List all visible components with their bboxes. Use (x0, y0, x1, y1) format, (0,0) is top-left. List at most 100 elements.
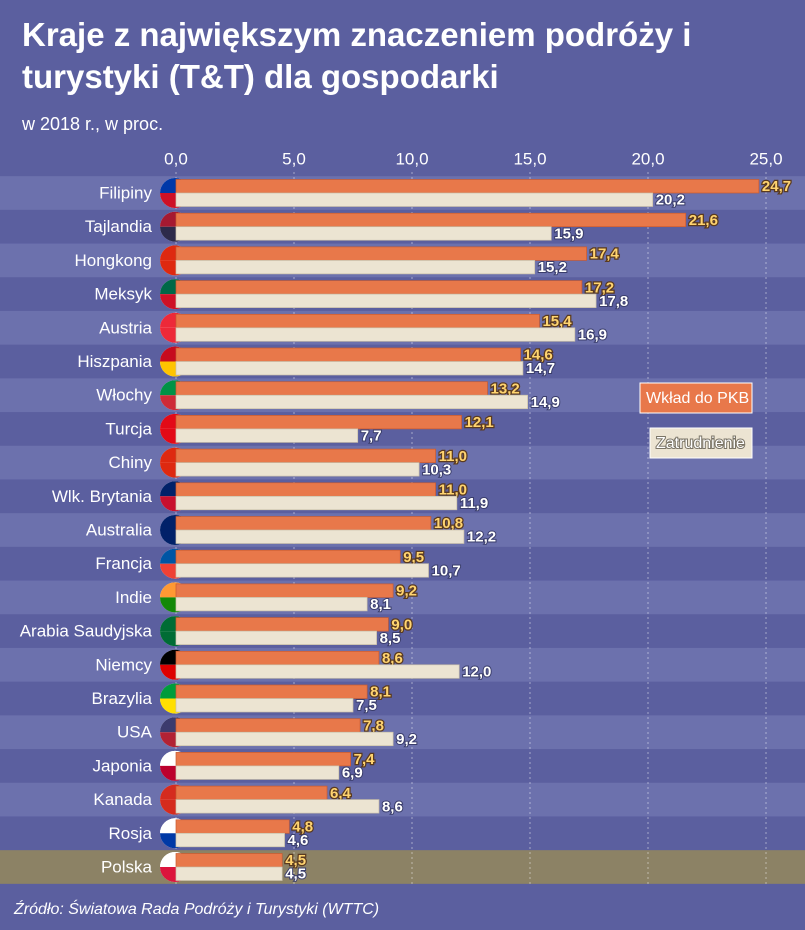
value-label: 15,4 (542, 313, 572, 330)
category-label: Tajlandia (85, 217, 153, 236)
value-label: 20,2 (656, 192, 685, 209)
legend-label: Zatrudnienie (656, 435, 745, 452)
bar (175, 799, 380, 814)
bar (175, 381, 488, 396)
value-label: 7,8 (363, 717, 384, 734)
legend-swatch (639, 382, 753, 414)
x-tick-label: 10,0 (395, 149, 428, 168)
value-label: 17,2 (585, 279, 614, 296)
bar (175, 516, 432, 531)
category-label: Meksyk (94, 285, 152, 304)
category-label: Arabia Saudyjska (20, 622, 153, 641)
bar (175, 563, 429, 578)
subtitle: w 2018 r., w proc. (21, 114, 163, 134)
value-label: 12,1 (465, 414, 494, 431)
bar (175, 394, 528, 410)
value-label: 10,3 (422, 461, 451, 478)
legend-swatch (649, 427, 753, 459)
bar (175, 785, 328, 800)
bar (175, 630, 377, 645)
value-label: 10,7 (432, 562, 461, 579)
value-label: 8,1 (370, 596, 391, 613)
value-label: 14,9 (531, 394, 560, 411)
x-tick-label: 20,0 (631, 149, 664, 168)
value-label: 8,6 (382, 798, 403, 815)
bar (175, 853, 283, 868)
bar (175, 597, 368, 612)
value-label: 15,2 (538, 259, 567, 276)
value-label: 8,1 (370, 684, 391, 701)
bar (175, 650, 380, 666)
value-label: 6,4 (330, 785, 352, 802)
value-label: 24,7 (762, 178, 791, 195)
row-band (0, 850, 805, 884)
value-label: 4,5 (285, 866, 306, 883)
value-label: 7,5 (356, 697, 377, 714)
category-label: Turcja (105, 419, 152, 438)
row-band (0, 580, 805, 615)
bar (175, 260, 536, 275)
legend-label: Wkład do PKB (646, 390, 749, 407)
category-label: Japonia (92, 756, 152, 775)
category-label: Hongkong (74, 251, 152, 270)
row-band (0, 782, 805, 817)
bar (175, 280, 583, 295)
bar (175, 765, 340, 780)
bar (175, 698, 354, 713)
value-label: 12,2 (467, 529, 496, 546)
x-tick-label: 15,0 (513, 149, 546, 168)
category-label: Rosja (109, 824, 153, 843)
bar (175, 415, 462, 430)
category-label: Polska (101, 857, 153, 876)
value-label: 8,6 (382, 650, 403, 667)
bar (175, 664, 460, 679)
x-tick-label: 0,0 (164, 149, 188, 168)
bar (175, 529, 465, 544)
value-label: 9,0 (391, 616, 412, 633)
value-label: 14,6 (524, 347, 553, 364)
bar (175, 482, 436, 497)
row-band (0, 715, 805, 750)
category-label: Indie (115, 588, 152, 607)
category-label: Filipiny (99, 183, 152, 202)
bar (175, 226, 552, 241)
category-label: Niemcy (95, 655, 152, 674)
bar (175, 347, 521, 362)
bar (175, 752, 351, 767)
value-label: 8,5 (380, 630, 401, 647)
bar (175, 246, 587, 261)
x-tick-label: 5,0 (282, 149, 306, 168)
value-label: 21,6 (689, 212, 718, 229)
value-label: 4,8 (292, 819, 313, 836)
source: Źródło: Światowa Rada Podróży i Turystyk… (13, 899, 379, 918)
bar (175, 448, 436, 463)
value-label: 14,7 (526, 360, 555, 377)
bar (175, 718, 361, 733)
category-label: Wlk. Brytania (52, 487, 153, 506)
bar (175, 495, 458, 511)
bar (175, 832, 285, 848)
value-label: 10,8 (434, 515, 463, 532)
value-label: 16,9 (578, 327, 607, 344)
value-label: 13,2 (491, 380, 520, 397)
value-label: 4,5 (285, 852, 306, 869)
bar (175, 192, 654, 207)
bar (175, 327, 576, 342)
value-label: 17,4 (590, 246, 620, 263)
value-label: 11,0 (439, 482, 467, 499)
value-label: 11,9 (460, 495, 488, 512)
value-label: 9,2 (396, 583, 417, 600)
value-label: 12,0 (462, 664, 491, 681)
bar (175, 866, 283, 881)
value-label: 9,5 (403, 549, 424, 566)
bar (175, 293, 597, 308)
value-label: 7,4 (354, 751, 376, 768)
bar (175, 583, 394, 598)
bar (175, 731, 394, 747)
bar (175, 361, 524, 376)
category-label: Kanada (93, 790, 152, 809)
category-label: Australia (86, 520, 153, 539)
bar (175, 819, 290, 834)
x-tick-label: 25,0 (749, 149, 782, 168)
